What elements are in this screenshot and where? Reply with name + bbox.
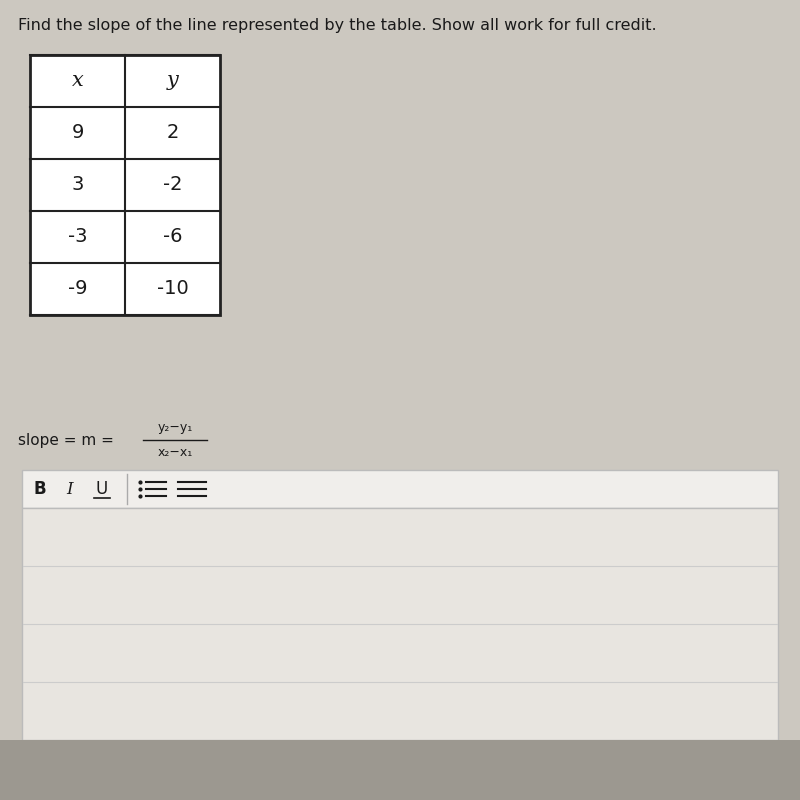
Bar bbox=[30, 55, 220, 315]
Text: y₂−y₁: y₂−y₁ bbox=[158, 421, 193, 434]
Text: -6: -6 bbox=[162, 227, 182, 246]
Text: x: x bbox=[72, 71, 83, 90]
Bar bbox=[22, 470, 778, 508]
Text: -10: -10 bbox=[157, 279, 188, 298]
Text: -3: -3 bbox=[68, 227, 87, 246]
Text: -9: -9 bbox=[68, 279, 87, 298]
Text: x₂−x₁: x₂−x₁ bbox=[158, 446, 193, 459]
Text: -2: -2 bbox=[162, 175, 182, 194]
Text: 9: 9 bbox=[71, 123, 84, 142]
Bar bbox=[0, 740, 800, 800]
Text: Find the slope of the line represented by the table. Show all work for full cred: Find the slope of the line represented b… bbox=[18, 18, 657, 33]
Text: y: y bbox=[166, 71, 178, 90]
Text: U: U bbox=[96, 480, 108, 498]
Text: 2: 2 bbox=[166, 123, 178, 142]
Text: B: B bbox=[34, 480, 46, 498]
Text: slope = m =: slope = m = bbox=[18, 433, 118, 447]
Text: 3: 3 bbox=[71, 175, 84, 194]
Bar bbox=[22, 508, 778, 740]
Text: I: I bbox=[66, 481, 74, 498]
